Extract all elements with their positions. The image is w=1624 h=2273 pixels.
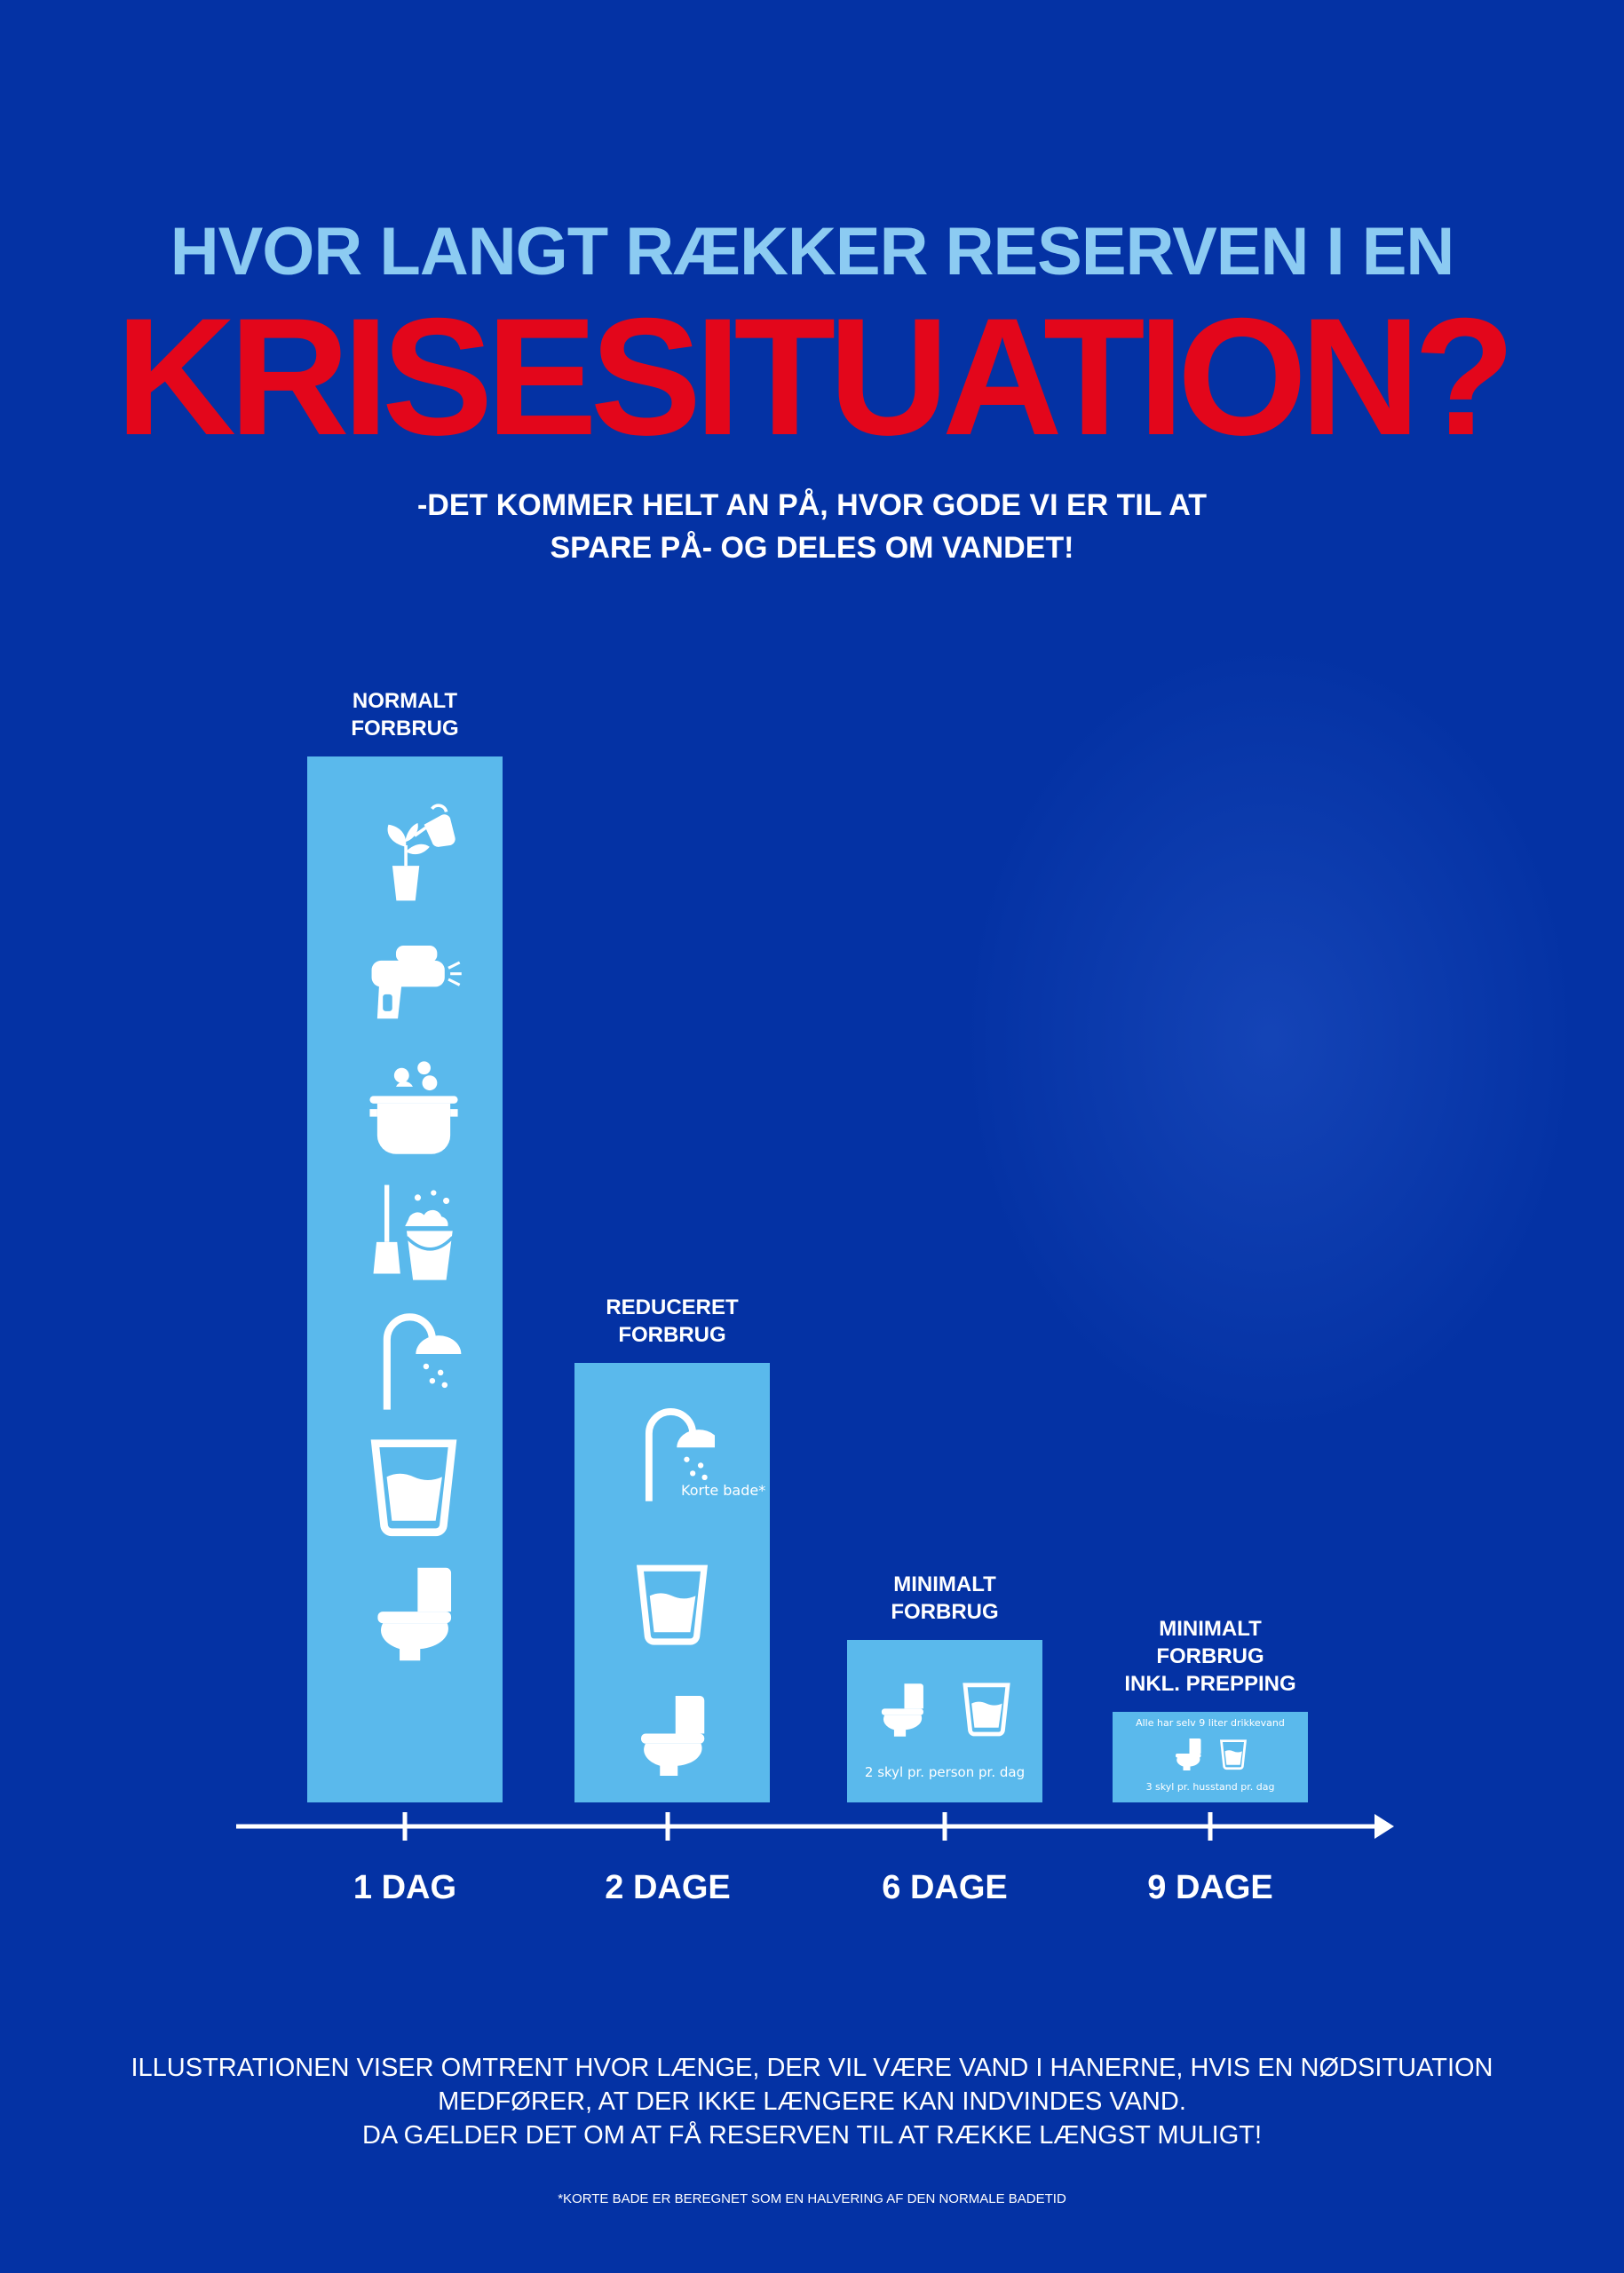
water-glass-icon (961, 1681, 1012, 1738)
x-tick-label: 2 DAGE (605, 1869, 731, 1906)
water-gun-icon (362, 928, 465, 1031)
cleaning-bucket-icon (362, 1182, 465, 1285)
footer-line1: ILLUSTRATIONEN VISER OMTRENT HVOR LÆNGE,… (131, 2054, 1493, 2082)
axis-arrow-icon (1374, 1814, 1394, 1839)
bar-label: MINIMALT FORBRUG (829, 1571, 1060, 1626)
toilet-icon (879, 1681, 925, 1739)
bar-label: NORMALT FORBRUG (289, 687, 520, 742)
shower-icon (362, 1309, 465, 1412)
bar-label-line: REDUCERET (606, 1295, 739, 1319)
watering-plant-icon (362, 801, 465, 904)
chart-bar (574, 1363, 770, 1802)
footer-text: ILLUSTRATIONEN VISER OMTRENT HVOR LÆNGE,… (0, 2051, 1624, 2152)
bar-label-line: FORBRUG (1156, 1644, 1264, 1668)
water-glass-icon (635, 1562, 709, 1647)
shower-note: Korte bade* (681, 1482, 766, 1499)
toilet-icon (1175, 1737, 1201, 1772)
subtitle-line2: SPARE PÅ- OG DELES OM VANDET! (550, 531, 1074, 565)
bar-label-line: FORBRUG (891, 1600, 999, 1624)
subtitle: -DET KOMMER HELT AN PÅ, HVOR GODE VI ER … (0, 484, 1624, 569)
chart-bar (847, 1640, 1042, 1802)
water-glass-icon (1219, 1738, 1248, 1770)
bar-label-line: NORMALT (352, 689, 458, 713)
cooking-pot-icon (362, 1055, 465, 1158)
bar-label: MINIMALT FORBRUG INKL. PREPPING (1095, 1615, 1326, 1698)
subtitle-line1: -DET KOMMER HELT AN PÅ, HVOR GODE VI ER … (416, 488, 1208, 522)
bar-label-line: INKL. PREPPING (1124, 1672, 1296, 1696)
headline-line2: KRISESITUATION? (115, 283, 1516, 470)
bar-bottom-note: 3 skyl pr. husstand pr. dag (1145, 1781, 1275, 1793)
bar-note: 2 skyl pr. person pr. dag (864, 1764, 1026, 1780)
x-tick-label: 6 DAGE (882, 1869, 1008, 1906)
chart-bar (1113, 1712, 1308, 1802)
bar-label-line: MINIMALT (1159, 1617, 1262, 1641)
x-tick-label: 9 DAGE (1147, 1869, 1273, 1906)
bar-label-line: MINIMALT (893, 1572, 996, 1596)
shower-icon (635, 1404, 721, 1503)
background-glow (959, 639, 1580, 1438)
bar-label-line: FORBRUG (351, 717, 459, 741)
toilet-icon (637, 1691, 708, 1780)
bar-label: REDUCERET FORBRUG (557, 1294, 788, 1349)
bar-label-line: FORBRUG (618, 1323, 726, 1347)
water-glass-icon (362, 1436, 465, 1539)
footer-line3: DA GÆLDER DET OM AT FÅ RESERVEN TIL AT R… (361, 2121, 1263, 2150)
toilet-icon (362, 1563, 465, 1666)
headline-line1: HVOR LANGT RÆKKER RESERVEN I EN (170, 214, 1455, 289)
footer-line2: MEDFØRER, AT DER IKKE LÆNGERE KAN INDVIN… (438, 2087, 1186, 2116)
x-tick-label: 1 DAG (353, 1869, 457, 1906)
bar-top-note: Alle har selv 9 liter drikkevand (1136, 1717, 1285, 1729)
footnote: *KORTE BADE ER BEREGNET SOM EN HALVERING… (558, 2191, 1066, 2206)
